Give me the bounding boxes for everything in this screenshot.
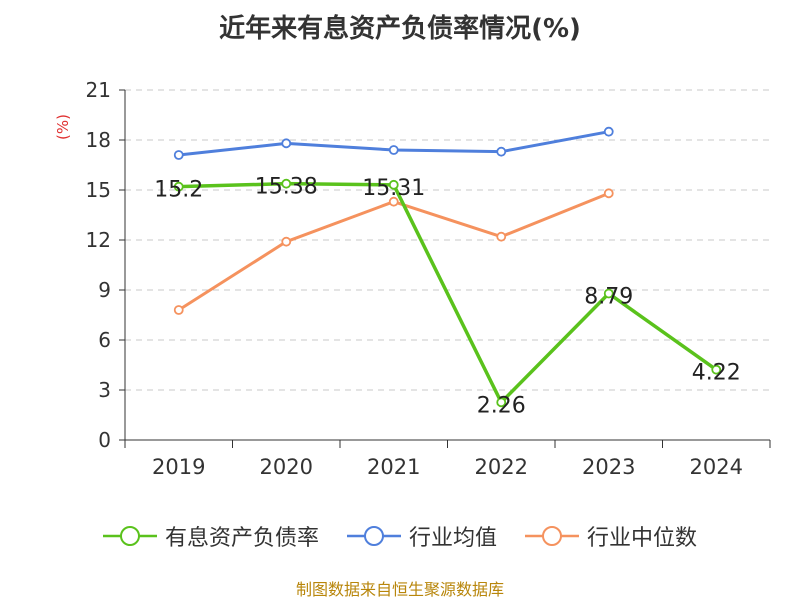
y-axis-label: (%) bbox=[54, 114, 72, 140]
data-point bbox=[173, 150, 184, 160]
data-point bbox=[496, 146, 507, 157]
legend-label: 有息资产负债率 bbox=[164, 526, 319, 551]
legend-line-icon bbox=[346, 526, 401, 546]
x-tick-label: 2020 bbox=[260, 455, 313, 479]
legend-label: 行业中位数 bbox=[587, 526, 698, 551]
data-label: 15.38 bbox=[255, 175, 318, 200]
grid-lines bbox=[125, 89, 770, 391]
data-point bbox=[388, 179, 399, 190]
data-label: 15.2 bbox=[154, 178, 203, 203]
x-tick-label: 2021 bbox=[367, 455, 420, 479]
x-tick-label: 2022 bbox=[475, 455, 528, 479]
data-point bbox=[388, 196, 399, 207]
y-tick-label: 9 bbox=[98, 278, 111, 302]
data-point bbox=[173, 305, 184, 315]
data-point bbox=[711, 364, 722, 375]
legend-line-icon bbox=[102, 526, 157, 546]
legend-item-series-1[interactable]: 行业均值 bbox=[346, 520, 497, 552]
data-label: 2.26 bbox=[477, 393, 526, 418]
data-labels: 15.2 15.38 15.31 2.26 8.79 4.22 bbox=[154, 175, 740, 419]
x-tick-label: 2023 bbox=[582, 455, 635, 479]
data-point bbox=[173, 181, 184, 192]
data-point bbox=[603, 188, 614, 199]
legend-item-series-2[interactable]: 行业中位数 bbox=[525, 520, 697, 552]
data-point bbox=[603, 126, 614, 137]
data-point bbox=[496, 231, 507, 242]
legend-label: 行业均值 bbox=[408, 526, 497, 551]
data-label: 15.31 bbox=[362, 176, 425, 201]
series-line-0 bbox=[178, 181, 718, 405]
x-tick-label: 2024 bbox=[690, 455, 743, 479]
data-point bbox=[281, 178, 292, 189]
data-label: 4.22 bbox=[692, 361, 741, 386]
data-point bbox=[496, 397, 507, 408]
legend-line-icon bbox=[525, 526, 579, 546]
series-layer bbox=[173, 126, 722, 408]
data-label: 8.79 bbox=[584, 285, 633, 310]
axes: 0 3 6 9 12 15 18 21 2019 2020 2021 2022 2023 2024 bbox=[86, 78, 771, 479]
data-point bbox=[603, 288, 614, 299]
y-tick-label: 0 bbox=[98, 428, 111, 452]
chart-title: 近年来有息资产负债率情况(%) bbox=[219, 14, 581, 44]
data-point bbox=[281, 138, 292, 149]
legend-item-series-0[interactable]: 有息资产负债率 bbox=[102, 520, 319, 552]
data-point bbox=[388, 145, 399, 155]
y-tick-label: 3 bbox=[98, 378, 111, 402]
y-tick-label: 6 bbox=[98, 328, 111, 352]
data-source-note: 制图数据来自恒生聚源数据库 bbox=[295, 580, 504, 599]
y-tick-label: 18 bbox=[86, 128, 111, 152]
data-point bbox=[281, 236, 292, 247]
y-tick-label: 15 bbox=[86, 178, 111, 202]
x-tick-label: 2019 bbox=[152, 455, 205, 479]
series-line-2 bbox=[177, 191, 610, 312]
y-tick-label: 12 bbox=[86, 228, 111, 252]
legend: 有息资产负债率 行业均值 行业中位数 bbox=[0, 520, 800, 552]
y-tick-label: 21 bbox=[86, 78, 111, 102]
